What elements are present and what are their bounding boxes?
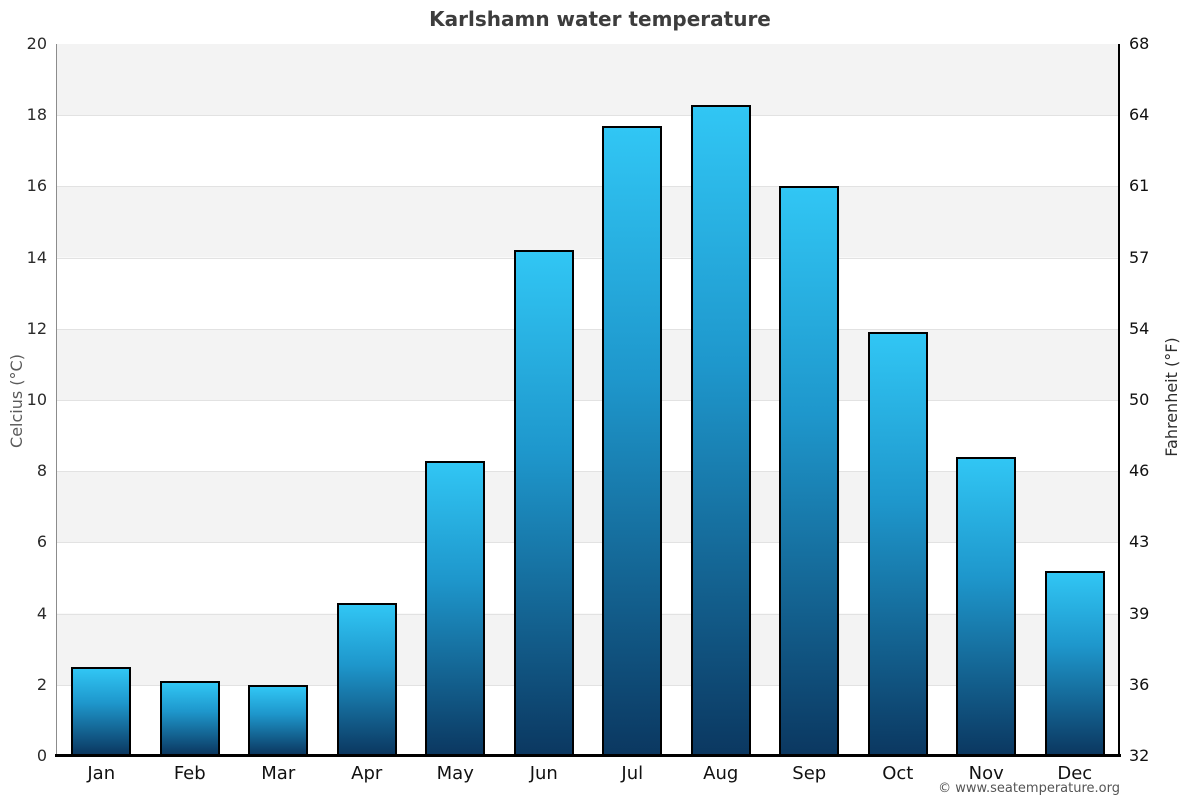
y-axis-line-right <box>1118 44 1120 757</box>
bar-dec <box>1044 570 1105 756</box>
y-tick-celsius-10: 10 <box>26 390 47 409</box>
x-tick-sep: Sep <box>792 763 827 784</box>
y-tick-fahrenheit-46: 46 <box>1129 461 1150 481</box>
y-tick-fahrenheit-43: 43 <box>1129 532 1150 552</box>
gridline-2c <box>57 684 1119 686</box>
bar-feb <box>159 681 220 756</box>
bar-apr <box>336 602 397 756</box>
bar-mar <box>248 684 309 756</box>
bar-jul <box>602 125 663 756</box>
bar-may <box>425 460 486 756</box>
gridline-18c <box>57 115 1119 117</box>
x-tick-nov: Nov <box>968 763 1004 784</box>
y-tick-fahrenheit-61: 61 <box>1129 176 1150 196</box>
y-tick-celsius-4: 4 <box>36 603 47 623</box>
y-tick-celsius-0: 0 <box>36 746 47 765</box>
y-tick-fahrenheit-68: 68 <box>1129 34 1150 53</box>
y-tick-fahrenheit-39: 39 <box>1129 603 1150 623</box>
y-tick-celsius-2: 2 <box>36 674 47 694</box>
bar-nov <box>956 456 1017 756</box>
y-axis-label-fahrenheit: Fahrenheit (°F) <box>1162 337 1181 457</box>
bar-sep <box>779 186 840 756</box>
y-tick-fahrenheit-50: 50 <box>1129 390 1150 409</box>
y-tick-celsius-20: 20 <box>26 34 47 53</box>
copyright-attribution: © www.seatemperature.org <box>938 781 1120 796</box>
x-tick-oct: Oct <box>882 763 914 784</box>
y-tick-fahrenheit-64: 64 <box>1129 105 1150 125</box>
y-tick-celsius-8: 8 <box>36 461 47 481</box>
x-tick-jul: Jul <box>621 763 644 784</box>
y-tick-fahrenheit-54: 54 <box>1129 318 1150 338</box>
y-tick-celsius-18: 18 <box>26 105 47 125</box>
x-tick-may: May <box>436 763 474 784</box>
y-tick-celsius-6: 6 <box>36 532 47 552</box>
bar-jan <box>71 667 132 756</box>
y-tick-celsius-12: 12 <box>26 318 47 338</box>
gridline-16c <box>57 186 1119 188</box>
x-tick-dec: Dec <box>1057 763 1093 784</box>
gridline-6c <box>57 542 1119 544</box>
y-axis-line-left <box>56 44 57 756</box>
y-tick-fahrenheit-57: 57 <box>1129 247 1150 267</box>
x-tick-mar: Mar <box>261 763 296 784</box>
x-tick-feb: Feb <box>173 763 206 784</box>
x-axis-line <box>55 754 1121 757</box>
gridline-12c <box>57 328 1119 330</box>
bar-aug <box>690 104 751 756</box>
x-tick-jan: Jan <box>87 763 116 784</box>
gridline-8c <box>57 471 1119 473</box>
plot-area <box>57 44 1119 756</box>
chart-title: Karlshamn water temperature <box>429 7 771 31</box>
y-tick-fahrenheit-32: 32 <box>1129 746 1150 765</box>
bar-oct <box>867 332 928 756</box>
x-tick-jun: Jun <box>529 763 558 784</box>
y-tick-celsius-14: 14 <box>26 247 47 267</box>
y-tick-celsius-16: 16 <box>26 176 47 196</box>
y-tick-fahrenheit-36: 36 <box>1129 674 1150 694</box>
x-tick-aug: Aug <box>703 763 739 784</box>
gridline-4c <box>57 613 1119 615</box>
x-tick-apr: Apr <box>351 763 383 784</box>
bar-jun <box>513 250 574 756</box>
gridline-10c <box>57 400 1119 401</box>
gridline-14c <box>57 257 1119 259</box>
